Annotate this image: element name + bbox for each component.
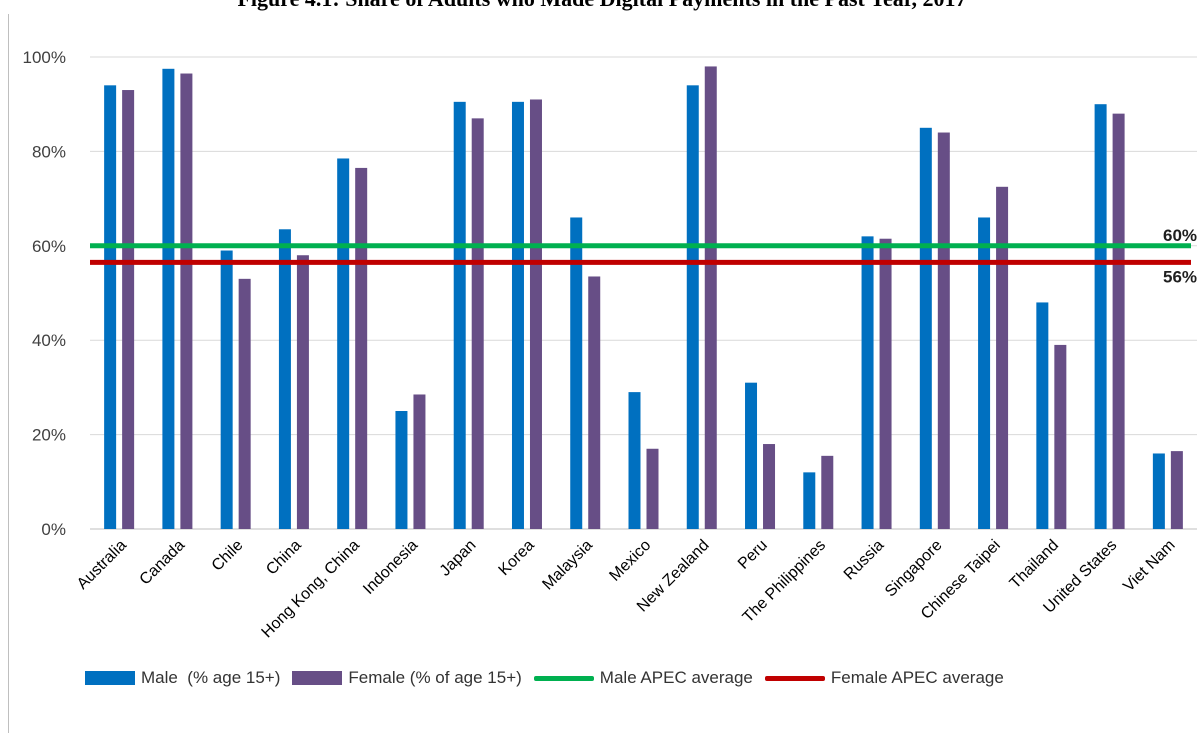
bar-male-thailand: [1036, 302, 1049, 529]
bar-male-united-states: [1094, 104, 1107, 529]
legend-swatch-female-average: [764, 675, 825, 681]
y-tick-label: 40%: [32, 331, 66, 350]
bar-female-canada: [180, 73, 193, 530]
legend-label-female-average: Female APEC average: [830, 668, 1004, 687]
x-tick-label: Chile: [209, 537, 247, 575]
x-tick-label: Japan: [437, 537, 480, 580]
x-tick-label: China: [263, 537, 305, 579]
bar-male-russia: [861, 236, 874, 530]
x-tick-label: Malaysia: [539, 537, 596, 594]
gridlines: [90, 56, 1197, 530]
bar-female-united-states: [1112, 113, 1125, 529]
bar-female-singapore: [937, 132, 950, 529]
bar-male-singapore: [919, 127, 932, 530]
x-tick-label: Mexico: [606, 537, 654, 585]
bar-male-australia: [104, 85, 117, 529]
bar-female-indonesia: [413, 394, 426, 529]
bar-female-korea: [529, 99, 542, 529]
bar-male-japan: [453, 101, 466, 529]
legend-item-male-average: Male APEC average: [533, 668, 753, 688]
bar-male-chinese-taipei: [978, 217, 991, 530]
legend-swatch-male-average: [533, 675, 594, 681]
bar-female-chile: [238, 278, 251, 529]
bar-male-viet-nam: [1152, 453, 1165, 529]
bar-male-mexico: [628, 392, 641, 529]
bar-female-japan: [471, 118, 484, 530]
bar-male-the-philippines: [803, 472, 816, 529]
bar-male-indonesia: [395, 411, 408, 529]
bar-female-viet-nam: [1170, 451, 1183, 529]
x-tick-label: Viet Nam: [1120, 537, 1178, 595]
reference-lines: 60% 56%: [90, 226, 1197, 286]
y-tick-label: 100%: [23, 48, 66, 67]
legend: Male (% age 15+) Female (% of age 15+) M…: [85, 666, 1008, 690]
bar-male-china: [278, 229, 291, 529]
bar-female-thailand: [1054, 344, 1067, 529]
x-tick-label: Singapore: [882, 537, 946, 601]
bar-female-chinese-taipei: [996, 186, 1009, 530]
chart-title: Figure 4.1: Share of Adults who Made Dig…: [0, 0, 1204, 12]
y-tick-label: 0%: [41, 520, 66, 539]
x-tick-label: Russia: [841, 537, 888, 584]
bars: [104, 66, 1183, 530]
bar-male-malaysia: [570, 217, 583, 530]
bar-male-korea: [511, 101, 524, 529]
y-tick-label: 80%: [32, 142, 66, 161]
legend-item-male: Male (% age 15+): [85, 668, 280, 688]
y-tick-label: 60%: [32, 237, 66, 256]
bar-male-new-zealand: [686, 85, 699, 529]
bar-male-hong-kong-china: [337, 158, 350, 530]
female-average-label: 56%: [1163, 267, 1197, 286]
legend-swatch-female: [292, 671, 343, 685]
bar-female-hong-kong-china: [355, 167, 368, 530]
legend-item-female-average: Female APEC average: [764, 668, 1004, 688]
bar-female-malaysia: [588, 276, 601, 529]
bar-male-canada: [162, 68, 175, 530]
male-average-label: 60%: [1163, 226, 1197, 245]
x-tick-label: Korea: [496, 537, 538, 579]
legend-label-male: Male (% age 15+): [141, 668, 281, 687]
bar-female-china: [296, 255, 309, 530]
x-tick-label: Indonesia: [360, 537, 421, 598]
bar-male-peru: [745, 382, 758, 529]
legend-label-male-average: Male APEC average: [599, 668, 753, 687]
legend-swatch-male: [85, 671, 135, 685]
x-tick-label: Canada: [137, 537, 189, 589]
x-tick-label: Australia: [74, 537, 130, 593]
legend-label-female: Female (% of age 15+): [348, 668, 522, 687]
bar-female-new-zealand: [704, 66, 717, 529]
y-tick-label: 20%: [32, 426, 66, 445]
bar-female-russia: [879, 238, 892, 529]
x-tick-label: Hong Kong, China: [259, 537, 364, 642]
y-axis-ticks: 0% 20% 40% 60% 80% 100%: [23, 48, 66, 539]
legend-item-female: Female (% of age 15+): [292, 668, 522, 688]
bar-female-mexico: [646, 448, 659, 529]
bar-female-peru: [763, 444, 776, 529]
x-tick-label: Peru: [735, 537, 771, 573]
bar-female-the-philippines: [821, 455, 834, 529]
bar-female-australia: [122, 90, 135, 529]
chart-frame: [8, 14, 1198, 733]
x-tick-label: Thailand: [1007, 537, 1062, 592]
bar-male-chile: [220, 250, 233, 529]
